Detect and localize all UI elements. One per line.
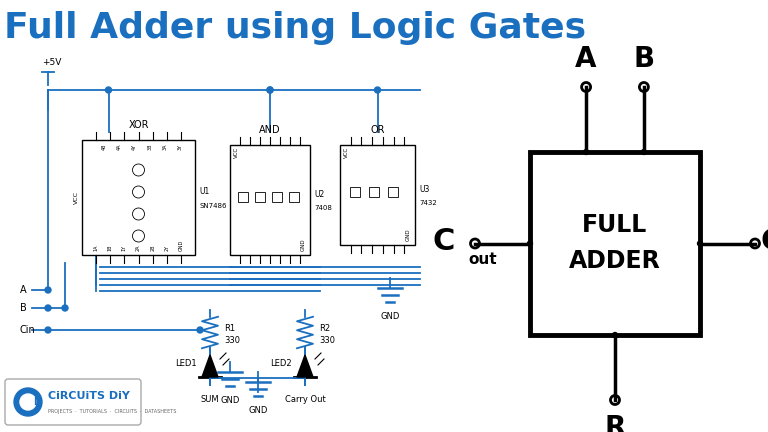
Circle shape	[267, 87, 273, 93]
Text: A: A	[575, 45, 597, 73]
Bar	[350, 187, 360, 197]
Text: PROJECTS  ·  TUTORIALS  ·  CIRCUITS  ·  DATASHEETS: PROJECTS · TUTORIALS · CIRCUITS · DATASH…	[48, 410, 177, 414]
Text: 2B: 2B	[150, 245, 155, 251]
Text: 1Y: 1Y	[122, 245, 127, 251]
Text: GND: GND	[178, 240, 184, 251]
Text: GND: GND	[248, 406, 268, 415]
Circle shape	[267, 87, 273, 93]
Text: VCC: VCC	[74, 191, 79, 204]
Circle shape	[528, 241, 532, 246]
Text: OR: OR	[370, 125, 385, 135]
Circle shape	[45, 327, 51, 333]
Text: 4A: 4A	[118, 144, 122, 150]
Text: 3Y: 3Y	[177, 144, 183, 150]
Text: LED2: LED2	[270, 359, 292, 368]
Bar	[289, 192, 299, 202]
Text: U1: U1	[199, 187, 209, 196]
Text: 4B: 4B	[102, 144, 107, 150]
Bar	[238, 192, 248, 202]
Bar	[340, 145, 415, 245]
Circle shape	[14, 388, 42, 416]
Text: 7432: 7432	[419, 200, 437, 206]
Bar	[388, 187, 398, 197]
Text: 1A: 1A	[94, 245, 98, 251]
Text: C: C	[432, 227, 455, 256]
Text: CiRCUiTS DiY: CiRCUiTS DiY	[48, 391, 130, 401]
Text: A: A	[20, 285, 27, 295]
Circle shape	[62, 305, 68, 311]
Text: Carry Out: Carry Out	[285, 395, 326, 404]
Circle shape	[641, 149, 647, 155]
Text: AND: AND	[259, 125, 281, 135]
Circle shape	[45, 305, 51, 311]
Text: out: out	[468, 251, 497, 267]
Polygon shape	[297, 355, 313, 377]
Text: SUM: SUM	[200, 395, 220, 404]
Bar	[530, 152, 700, 335]
Text: GND: GND	[301, 238, 306, 251]
Text: R: R	[604, 414, 626, 432]
Bar	[255, 192, 265, 202]
Circle shape	[613, 333, 617, 337]
Text: D: D	[33, 397, 41, 407]
Text: 330: 330	[224, 336, 240, 345]
Text: Full Adder using Logic Gates: Full Adder using Logic Gates	[4, 11, 586, 45]
Circle shape	[45, 287, 51, 293]
Circle shape	[20, 394, 36, 410]
Text: U2: U2	[314, 190, 324, 199]
Text: GND: GND	[380, 312, 399, 321]
Text: FULL: FULL	[582, 213, 647, 238]
Text: VCC: VCC	[344, 147, 349, 158]
Circle shape	[375, 87, 380, 93]
Text: 3B: 3B	[147, 144, 152, 150]
Bar	[82, 140, 195, 255]
Text: VCC: VCC	[234, 147, 239, 158]
Text: +5V: +5V	[42, 58, 61, 67]
Polygon shape	[202, 355, 218, 377]
Bar	[272, 192, 282, 202]
Text: 7408: 7408	[314, 206, 332, 212]
Text: 330: 330	[319, 336, 335, 345]
Text: SN7486: SN7486	[199, 203, 227, 209]
Text: XOR: XOR	[128, 120, 149, 130]
Circle shape	[697, 241, 703, 246]
Text: Cin: Cin	[20, 325, 36, 335]
Circle shape	[197, 327, 203, 333]
Text: B: B	[20, 303, 27, 313]
Bar	[369, 187, 379, 197]
Text: R2: R2	[319, 324, 330, 333]
Text: 3A: 3A	[162, 144, 167, 150]
Text: B: B	[634, 45, 654, 73]
Text: U3: U3	[419, 185, 429, 194]
Text: 2Y: 2Y	[164, 245, 169, 251]
Bar	[230, 145, 310, 255]
Circle shape	[584, 149, 588, 155]
Text: LED1: LED1	[175, 359, 197, 368]
Text: R1: R1	[224, 324, 235, 333]
Text: GND: GND	[406, 229, 411, 241]
Text: GND: GND	[220, 396, 240, 405]
Text: 1B: 1B	[108, 245, 113, 251]
Text: G: G	[20, 397, 28, 407]
Text: ADDER: ADDER	[569, 250, 661, 273]
Circle shape	[105, 87, 111, 93]
Text: 2A: 2A	[136, 245, 141, 251]
Text: C: C	[760, 227, 768, 256]
Text: 4Y: 4Y	[132, 144, 137, 150]
FancyBboxPatch shape	[5, 379, 141, 425]
